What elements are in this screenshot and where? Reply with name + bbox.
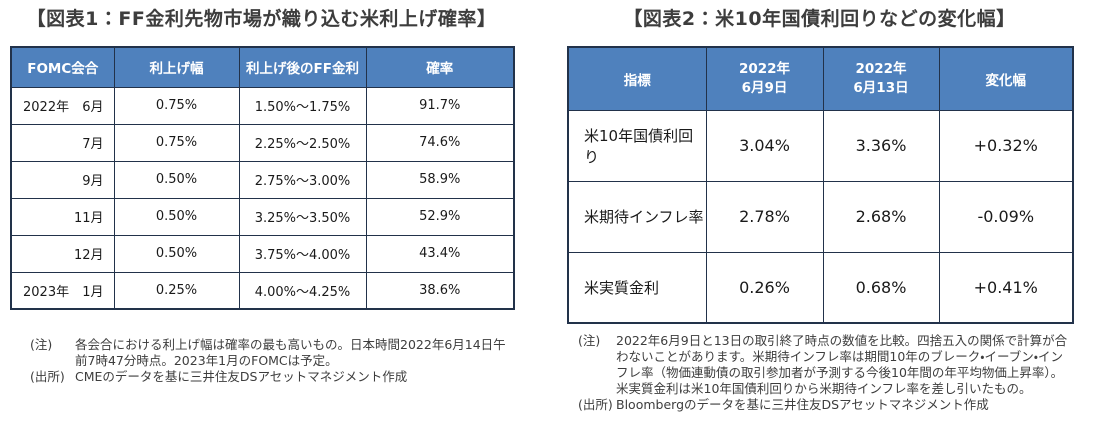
hike-cell: 0.75% <box>113 86 240 125</box>
month-label: 12月 <box>73 248 104 263</box>
month-label: 9月 <box>82 174 104 189</box>
value2-cell: 2.68% <box>822 180 940 253</box>
header-ff-rate-after: 利上げ後のFF金利 <box>238 46 367 88</box>
figure2-title: 【図表2：米10年国債利回りなどの変化幅】 <box>623 8 1016 30</box>
header-probability: 確率 <box>365 46 515 88</box>
value2-cell: 3.36% <box>822 109 940 182</box>
month-label: 1月 <box>82 284 104 300</box>
table-row: 米10年国債利回り 3.04% 3.36% +0.32% <box>567 109 1074 182</box>
table-row: 2023年 1月 0.25% 4.00%～4.25% 38.6% <box>10 271 515 310</box>
meeting-cell: 2023年 1月 <box>10 271 115 310</box>
change-cell: +0.41% <box>938 251 1074 324</box>
source-label: (出所) <box>578 397 613 412</box>
table-row: 2022年 6月 0.75% 1.50%～1.75% 91.7% <box>10 86 515 125</box>
year-label: 2022年 <box>23 100 70 115</box>
table-row: 米期待インフレ率 2.78% 2.68% -0.09% <box>567 180 1074 253</box>
probability-cell: 43.4% <box>365 234 515 273</box>
figure1-section: 【図表1：FF金利先物市場が織り込む米利上げ確率】 FOMC会合 利上げ幅 利上… <box>10 6 515 385</box>
value1-cell: 3.04% <box>705 109 824 182</box>
probability-cell: 52.9% <box>365 197 515 236</box>
hike-cell: 0.50% <box>113 160 240 199</box>
header-indicator: 指標 <box>567 46 707 111</box>
header-date-june13: 2022年 6月13日 <box>822 46 940 111</box>
meeting-cell: 11月 <box>10 197 115 236</box>
indicator-cell: 米10年国債利回り <box>567 109 707 182</box>
table-row: 7月 0.75% 2.25%～2.50% 74.6% <box>10 123 515 162</box>
note-label: (注) <box>578 333 601 348</box>
hike-cell: 0.50% <box>113 234 240 273</box>
table-row: 11月 0.50% 3.25%～3.50% 52.9% <box>10 197 515 236</box>
meeting-cell: 2022年 6月 <box>10 86 115 125</box>
table-row: 米実質金利 0.26% 0.68% +0.41% <box>567 251 1074 324</box>
table-row: 12月 0.50% 3.75%～4.00% 43.4% <box>10 234 515 273</box>
probability-cell: 91.7% <box>365 86 515 125</box>
month-label: 11月 <box>73 211 104 226</box>
value1-cell: 2.78% <box>705 180 824 253</box>
value2-cell: 0.68% <box>822 251 940 324</box>
value1-cell: 0.26% <box>705 251 824 324</box>
figure1-title: 【図表1：FF金利先物市場が織り込む米利上げ確率】 <box>26 8 497 30</box>
treasury-yield-table: 指標 2022年 6月9日 2022年 6月13日 変化幅 米10年国債利回り … <box>567 46 1074 324</box>
rate-range-cell: 3.25%～3.50% <box>238 197 367 236</box>
source-text: CMEのデータを基に三井住友DSアセットマネジメント作成 <box>75 369 408 384</box>
rate-range-cell: 4.00%～4.25% <box>238 271 367 310</box>
header-date-june9: 2022年 6月9日 <box>705 46 824 111</box>
header-hike-width: 利上げ幅 <box>113 46 240 88</box>
year-label: 2023年 <box>23 284 70 300</box>
change-cell: -0.09% <box>938 180 1074 253</box>
meeting-cell: 12月 <box>10 234 115 273</box>
rate-range-cell: 3.75%～4.00% <box>238 234 367 273</box>
hike-cell: 0.75% <box>113 123 240 162</box>
hike-cell: 0.50% <box>113 197 240 236</box>
note-label: (注) <box>30 337 53 352</box>
note-text: 各会合における利上げ幅は確率の最も高いもの。日本時間2022年6月14日午前7時… <box>75 337 506 368</box>
figure2-notes: (注) 2022年6月9日と13日の取引終了時点の数値を比較。四捨五入の関係で計… <box>567 333 1072 413</box>
meeting-cell: 7月 <box>10 123 115 162</box>
header-change-width: 変化幅 <box>938 46 1074 111</box>
rate-range-cell: 1.50%～1.75% <box>238 86 367 125</box>
hike-cell: 0.25% <box>113 271 240 310</box>
rate-range-cell: 2.75%～3.00% <box>238 160 367 199</box>
note-text: 2022年6月9日と13日の取引終了時点の数値を比較。四捨五入の関係で計算が合わ… <box>616 333 1068 396</box>
probability-cell: 38.6% <box>365 271 515 310</box>
meeting-cell: 9月 <box>10 160 115 199</box>
probability-cell: 74.6% <box>365 123 515 162</box>
table-row: 9月 0.50% 2.75%～3.00% 58.9% <box>10 160 515 199</box>
probability-cell: 58.9% <box>365 160 515 199</box>
month-label: 6月 <box>82 100 104 115</box>
header-row: 指標 2022年 6月9日 2022年 6月13日 変化幅 <box>567 46 1074 111</box>
source-label: (出所) <box>30 369 65 384</box>
header-fomc-meeting: FOMC会合 <box>10 46 115 88</box>
indicator-cell: 米期待インフレ率 <box>567 180 707 253</box>
rate-range-cell: 2.25%～2.50% <box>238 123 367 162</box>
change-cell: +0.32% <box>938 109 1074 182</box>
indicator-cell: 米実質金利 <box>567 251 707 324</box>
figure1-notes: (注) 各会合における利上げ幅は確率の最も高いもの。日本時間2022年6月14日… <box>10 337 513 385</box>
header-row: FOMC会合 利上げ幅 利上げ後のFF金利 確率 <box>10 46 515 88</box>
month-label: 7月 <box>82 137 104 152</box>
fomc-rate-hike-table: FOMC会合 利上げ幅 利上げ後のFF金利 確率 2022年 6月 0.75% … <box>10 46 515 310</box>
source-text: Bloombergのデータを基に三井住友DSアセットマネジメント作成 <box>616 397 989 412</box>
figure2-section: 【図表2：米10年国債利回りなどの変化幅】 指標 2022年 6月9日 2022… <box>567 6 1074 413</box>
